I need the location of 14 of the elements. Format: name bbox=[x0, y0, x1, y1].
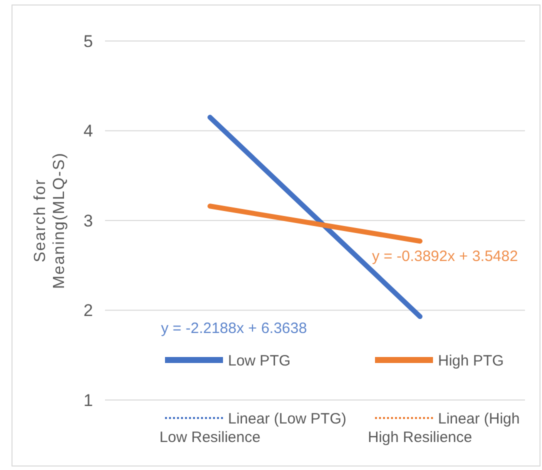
legend-label: Low PTG bbox=[228, 352, 291, 370]
legend-label: Linear (Low PTG) bbox=[228, 410, 346, 428]
x-tick-label: Low Resilience bbox=[160, 429, 260, 446]
y-tick-label: 2 bbox=[84, 301, 93, 320]
annotation: y = -0.3892x + 3.5482 bbox=[372, 248, 518, 265]
annotation: y = -2.2188x + 6.3638 bbox=[161, 320, 307, 337]
y-tick-label: 4 bbox=[84, 122, 93, 141]
legend-label: Linear (High bbox=[438, 410, 520, 428]
legend-label: High PTG bbox=[438, 352, 504, 370]
y-tick-label: 5 bbox=[84, 32, 93, 51]
y-axis-title: Search for Meaning(MLQ-S) bbox=[32, 152, 68, 289]
y-tick-label: 3 bbox=[84, 211, 93, 230]
x-tick-label: High Resilience bbox=[368, 429, 472, 446]
y-tick-label: 1 bbox=[84, 390, 93, 410]
